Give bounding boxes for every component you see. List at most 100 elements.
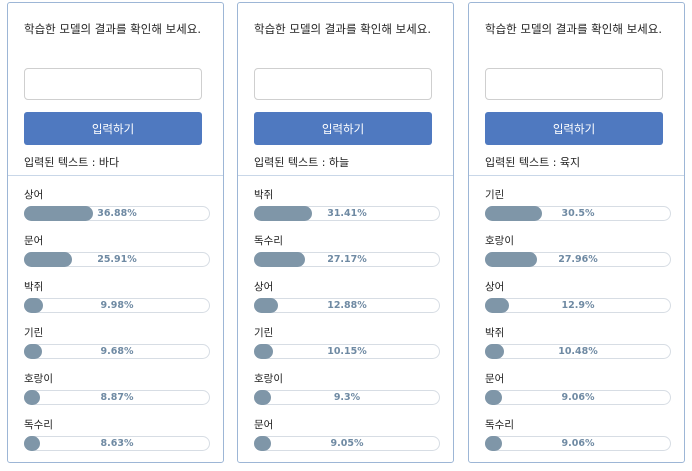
prediction-item: 상어 12.88% <box>254 279 440 325</box>
prediction-item: 상어 12.9% <box>485 279 671 325</box>
instruction-text: 학습한 모델의 결과를 확인해 보세요. <box>24 22 201 36</box>
percent-text: 9.05% <box>330 438 364 449</box>
class-label: 박쥐 <box>24 281 44 293</box>
progress-bar: 9.98% <box>24 298 210 313</box>
prediction-item: 문어 25.91% <box>24 233 210 279</box>
prediction-item: 호랑이 27.96% <box>485 233 671 279</box>
progress-bar: 9.05% <box>254 436 440 451</box>
progress-bar: 8.87% <box>24 390 210 405</box>
submit-button[interactable]: 입력하기 <box>24 112 202 145</box>
input-result-text: 입력된 텍스트 : 육지 <box>485 156 581 169</box>
progress-bar: 12.9% <box>485 298 671 313</box>
class-label: 문어 <box>254 419 274 431</box>
percent-text: 9.06% <box>561 392 595 403</box>
divider <box>469 175 684 176</box>
percent-text: 27.17% <box>327 254 367 265</box>
progress-bar: 27.96% <box>485 252 671 267</box>
progress-fill <box>485 344 505 359</box>
progress-fill <box>254 436 271 451</box>
progress-fill <box>485 436 502 451</box>
percent-text: 9.06% <box>561 438 595 449</box>
class-label: 상어 <box>254 281 274 293</box>
progress-bar: 9.06% <box>485 436 671 451</box>
progress-fill <box>24 252 73 267</box>
submit-button[interactable]: 입력하기 <box>485 112 663 145</box>
prediction-item: 호랑이 9.3% <box>254 371 440 417</box>
class-label: 박쥐 <box>254 189 274 201</box>
class-label: 독수리 <box>485 419 514 431</box>
result-panel-0: 학습한 모델의 결과를 확인해 보세요. 입력하기 입력된 텍스트 : 바다 상… <box>7 2 224 463</box>
progress-bar: 9.3% <box>254 390 440 405</box>
text-input[interactable] <box>24 68 202 100</box>
input-result-text: 입력된 텍스트 : 바다 <box>24 156 120 169</box>
prediction-item: 호랑이 8.87% <box>24 371 210 417</box>
prediction-item: 기린 10.15% <box>254 325 440 371</box>
prediction-item: 기린 30.5% <box>485 187 671 233</box>
progress-bar: 8.63% <box>24 436 210 451</box>
prediction-item: 문어 9.05% <box>254 417 440 463</box>
class-label: 문어 <box>485 373 505 385</box>
percent-text: 9.68% <box>100 346 134 357</box>
prediction-list: 박쥐 31.41% 독수리 27.17% 상어 12.88% 기린 1 <box>254 187 440 463</box>
percent-text: 30.5% <box>561 208 595 219</box>
class-label: 호랑이 <box>254 373 283 385</box>
progress-bar: 12.88% <box>254 298 440 313</box>
prediction-list: 상어 36.88% 문어 25.91% 박쥐 9.98% 기린 9.6 <box>24 187 210 463</box>
progress-fill <box>254 252 305 267</box>
progress-bar: 30.5% <box>485 206 671 221</box>
progress-fill <box>24 436 41 451</box>
result-panel-2: 학습한 모델의 결과를 확인해 보세요. 입력하기 입력된 텍스트 : 육지 기… <box>468 2 685 463</box>
class-label: 박쥐 <box>485 327 505 339</box>
instruction-text: 학습한 모델의 결과를 확인해 보세요. <box>485 22 662 36</box>
progress-fill <box>485 252 537 267</box>
text-input[interactable] <box>485 68 663 100</box>
percent-text: 27.96% <box>558 254 598 265</box>
percent-text: 8.87% <box>100 392 134 403</box>
class-label: 상어 <box>24 189 44 201</box>
prediction-item: 박쥐 10.48% <box>485 325 671 371</box>
divider <box>238 175 453 176</box>
percent-text: 36.88% <box>97 208 137 219</box>
text-input[interactable] <box>254 68 432 100</box>
class-label: 기린 <box>24 327 44 339</box>
progress-fill <box>254 390 272 405</box>
prediction-list: 기린 30.5% 호랑이 27.96% 상어 12.9% 박쥐 10. <box>485 187 671 463</box>
percent-text: 12.88% <box>327 300 367 311</box>
progress-fill <box>485 390 502 405</box>
percent-text: 10.15% <box>327 346 367 357</box>
progress-fill <box>485 206 542 221</box>
percent-text: 10.48% <box>558 346 598 357</box>
prediction-item: 상어 36.88% <box>24 187 210 233</box>
prediction-item: 독수리 9.06% <box>485 417 671 463</box>
progress-bar: 9.06% <box>485 390 671 405</box>
progress-fill <box>24 298 43 313</box>
progress-bar: 9.68% <box>24 344 210 359</box>
progress-bar: 27.17% <box>254 252 440 267</box>
progress-fill <box>485 298 509 313</box>
class-label: 상어 <box>485 281 505 293</box>
class-label: 호랑이 <box>24 373 53 385</box>
prediction-item: 독수리 8.63% <box>24 417 210 463</box>
class-label: 독수리 <box>24 419 53 431</box>
percent-text: 9.98% <box>100 300 134 311</box>
prediction-item: 기린 9.68% <box>24 325 210 371</box>
input-result-text: 입력된 텍스트 : 하늘 <box>254 156 350 169</box>
class-label: 기린 <box>485 189 505 201</box>
divider <box>8 175 223 176</box>
progress-fill <box>24 206 93 221</box>
prediction-item: 문어 9.06% <box>485 371 671 417</box>
percent-text: 31.41% <box>327 208 367 219</box>
class-label: 독수리 <box>254 235 283 247</box>
submit-button[interactable]: 입력하기 <box>254 112 432 145</box>
result-panel-1: 학습한 모델의 결과를 확인해 보세요. 입력하기 입력된 텍스트 : 하늘 박… <box>237 2 454 463</box>
percent-text: 8.63% <box>100 438 134 449</box>
progress-fill <box>254 344 273 359</box>
prediction-item: 박쥐 9.98% <box>24 279 210 325</box>
progress-fill <box>24 344 42 359</box>
percent-text: 9.3% <box>333 392 361 403</box>
progress-bar: 31.41% <box>254 206 440 221</box>
progress-bar: 25.91% <box>24 252 210 267</box>
class-label: 호랑이 <box>485 235 514 247</box>
instruction-text: 학습한 모델의 결과를 확인해 보세요. <box>254 22 431 36</box>
percent-text: 12.9% <box>561 300 595 311</box>
